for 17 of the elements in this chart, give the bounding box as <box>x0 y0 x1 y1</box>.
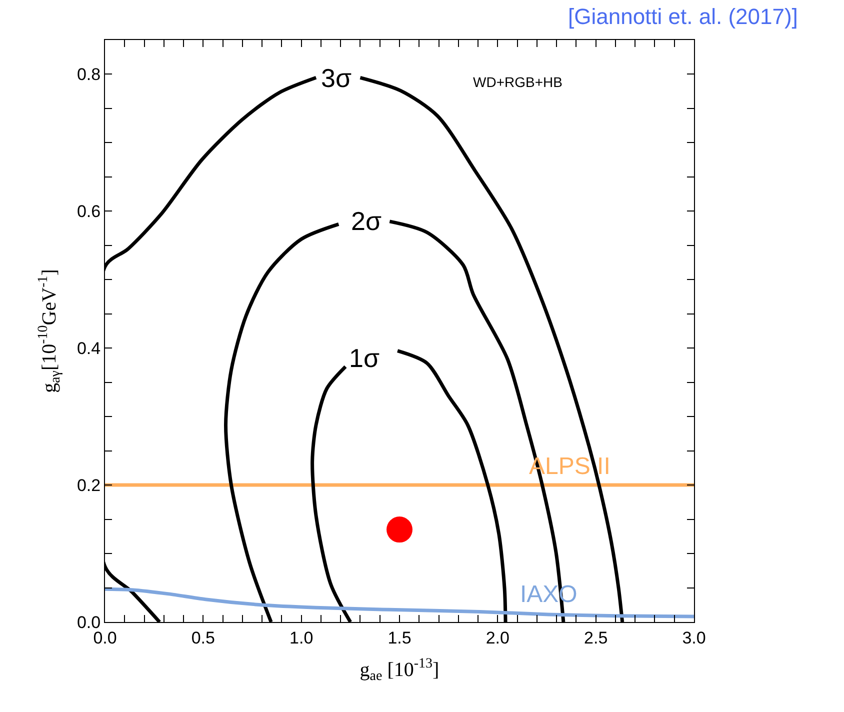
y-tick-label: 0.2 <box>76 476 101 496</box>
y-tick-label: 0.6 <box>76 202 101 222</box>
annotation: 1σ <box>349 343 380 373</box>
text: [Giannotti et. al. (2017)] <box>568 4 798 29</box>
x-tick-label: 0.5 <box>191 628 215 648</box>
x-tick-label: 3.0 <box>682 628 706 648</box>
annotation: 3σ <box>321 63 352 93</box>
annotation: WD+RGB+HB <box>473 74 562 90</box>
line-series <box>105 587 694 618</box>
annotation: 2σ <box>351 206 382 236</box>
y-tick-label: 0.8 <box>76 65 101 84</box>
x-tick-label: 2.0 <box>486 628 510 648</box>
x-tick-label: 2.5 <box>584 628 608 648</box>
x-tick-label: 1.0 <box>290 628 314 648</box>
x-axis-title: g$_{ae}$ [10$^{-13}$] <box>360 656 440 684</box>
y-tick-label: 0.4 <box>76 339 101 358</box>
x-tick-label: 1.5 <box>388 628 412 648</box>
